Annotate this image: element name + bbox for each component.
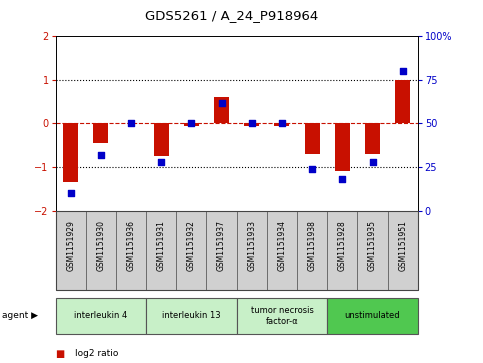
Point [218,99,226,105]
Bar [244,123,259,126]
Point [157,159,165,165]
Text: GDS5261 / A_24_P918964: GDS5261 / A_24_P918964 [145,9,318,22]
Bar [237,298,327,334]
Text: GSM1151951: GSM1151951 [398,220,407,271]
Text: interleukin 4: interleukin 4 [74,311,128,320]
Text: GSM1151934: GSM1151934 [277,220,286,271]
Point [339,176,346,182]
Text: agent ▶: agent ▶ [2,311,39,320]
Text: interleukin 13: interleukin 13 [162,311,221,320]
Text: GSM1151933: GSM1151933 [247,220,256,271]
Text: GSM1151929: GSM1151929 [66,220,75,271]
Bar [327,298,418,334]
Text: GSM1151931: GSM1151931 [156,220,166,271]
Bar [237,211,267,290]
Bar [56,211,86,290]
Text: tumor necrosis
factor-α: tumor necrosis factor-α [251,306,313,326]
Bar [365,123,380,154]
Text: GSM1151938: GSM1151938 [308,220,317,271]
Text: GSM1151928: GSM1151928 [338,220,347,271]
Bar [146,211,176,290]
Bar [305,123,320,154]
Text: ■: ■ [56,349,65,359]
Bar [297,211,327,290]
Bar [267,211,297,290]
Point [67,190,74,196]
Bar [327,211,357,290]
Bar [335,123,350,171]
Point [369,159,376,165]
Bar [388,211,418,290]
Text: GSM1151932: GSM1151932 [187,220,196,271]
Point [308,166,316,172]
Bar [214,97,229,123]
Point [97,152,105,158]
Bar [207,211,237,290]
Bar [116,211,146,290]
Bar [357,211,388,290]
Text: unstimulated: unstimulated [345,311,400,320]
Bar [184,123,199,126]
Text: GSM1151930: GSM1151930 [96,220,105,271]
Text: log2 ratio: log2 ratio [75,350,118,358]
Bar [274,123,289,126]
Point [127,121,135,126]
Bar [56,298,146,334]
Bar [86,211,116,290]
Bar [395,80,410,123]
Point [248,121,256,126]
Bar [63,123,78,182]
Bar [93,123,108,143]
Bar [176,211,207,290]
Text: GSM1151936: GSM1151936 [127,220,136,271]
Bar [146,298,237,334]
Bar [154,123,169,156]
Text: GSM1151935: GSM1151935 [368,220,377,271]
Text: GSM1151937: GSM1151937 [217,220,226,271]
Point [187,121,195,126]
Point [399,68,407,74]
Point [278,121,286,126]
